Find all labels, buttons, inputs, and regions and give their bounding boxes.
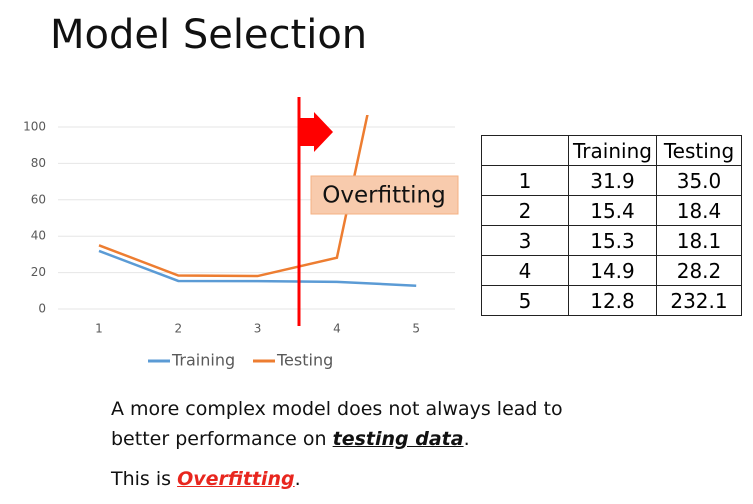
table-cell: 4 <box>481 255 569 286</box>
table-cell: Testing <box>656 135 742 166</box>
arrow <box>299 112 333 152</box>
table-cell: 232.1 <box>656 285 742 316</box>
table-cell <box>481 135 569 166</box>
x-tick-label: 4 <box>333 322 341 336</box>
annotation: Overfitting <box>322 183 445 209</box>
table-row: Training Testing <box>481 135 742 166</box>
text-line: A more complex model does not always lea… <box>111 398 563 420</box>
table-row: 4 14.9 28.2 <box>481 255 742 286</box>
text: . <box>463 428 470 450</box>
table-cell: 1 <box>481 165 569 196</box>
y-tick-label: 80 <box>31 156 46 170</box>
y-tick-label: 0 <box>38 302 46 316</box>
table-cell: 28.2 <box>656 255 742 286</box>
y-tick-label: 40 <box>31 229 46 243</box>
table-cell: 15.4 <box>568 195 657 226</box>
table-row: 5 12.8 232.1 <box>481 285 742 316</box>
text-line: better performance on testing data. <box>111 428 470 450</box>
text: better performance on <box>111 428 333 450</box>
text: This is <box>111 468 178 490</box>
table-cell: 18.1 <box>656 225 742 256</box>
x-tick-label: 5 <box>412 322 420 336</box>
table-cell: 35.0 <box>656 165 742 196</box>
annotation-box <box>310 175 459 215</box>
x-tick-label: 1 <box>95 322 103 336</box>
y-tick-label: 100 <box>23 120 46 134</box>
table-cell: 31.9 <box>568 165 657 196</box>
legend-label: Testing <box>276 351 333 370</box>
plot <box>98 115 417 287</box>
table-cell: 2 <box>481 195 569 226</box>
table-row: 2 15.4 18.4 <box>481 195 742 226</box>
table-cell: 18.4 <box>656 195 742 226</box>
y-tick-label: 20 <box>31 265 46 279</box>
y-tick-label: 60 <box>31 192 46 206</box>
legend-label: Training <box>171 351 235 370</box>
table-cell: 12.8 <box>568 285 657 316</box>
x-tick-label: 2 <box>174 322 182 336</box>
text-line: This is Overfitting. <box>111 468 301 490</box>
series-line <box>98 115 369 278</box>
table-cell: Training <box>568 135 657 166</box>
grid <box>58 126 455 310</box>
table-cell: 3 <box>481 225 569 256</box>
slide-title: Model Selection <box>50 12 368 58</box>
chart: Overfitting 0 20 40 60 80 100 1 2 3 4 5 Training Tes… <box>23 97 459 370</box>
table-row: 1 31.9 35.0 <box>481 165 742 196</box>
table-cell: 15.3 <box>568 225 657 256</box>
table-cell: 14.9 <box>568 255 657 286</box>
text: . <box>294 468 301 490</box>
table-row: 3 15.3 18.1 <box>481 225 742 256</box>
table-cell: 5 <box>481 285 569 316</box>
emphasis: Overfitting <box>177 468 295 490</box>
emphasis: testing data <box>332 428 464 450</box>
series-line <box>98 249 417 287</box>
table: Training Testing 1 31.9 35.0 2 15.4 18.4 3 15.3 18… <box>481 135 742 316</box>
x-tick-label: 3 <box>254 322 262 336</box>
